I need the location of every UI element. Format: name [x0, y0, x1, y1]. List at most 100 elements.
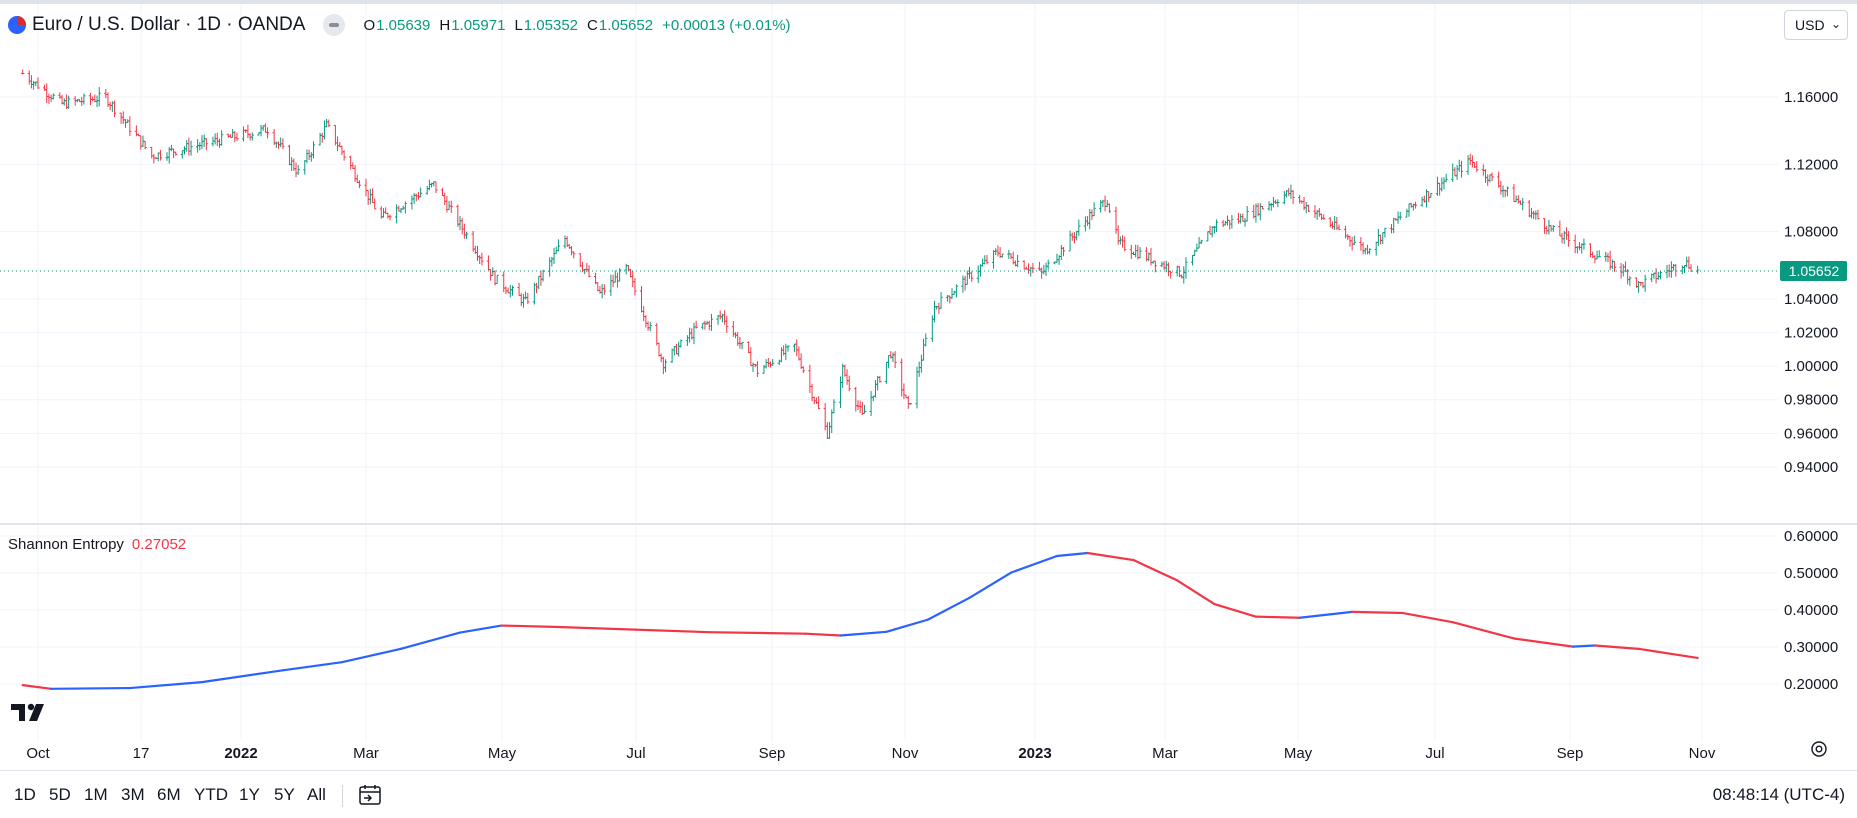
entropy-segment: [1055, 551, 1089, 558]
entropy-segment: [128, 681, 204, 690]
entropy-tick-label: 0.50000: [1784, 565, 1838, 582]
entropy-segment: [1086, 551, 1135, 562]
entropy-segment: [500, 624, 560, 629]
entropy-line: [21, 551, 1699, 690]
time-tick-label: Jul: [1425, 745, 1444, 762]
price-tick-label: 1.02000: [1784, 324, 1838, 341]
entropy-segment: [1351, 610, 1404, 615]
range-6m-button[interactable]: 6M: [157, 785, 181, 804]
symbol-title[interactable]: Euro / U.S. Dollar · 1D · OANDA: [32, 14, 306, 35]
close-label: C: [587, 16, 598, 34]
time-tick-label: 2022: [224, 745, 257, 762]
entropy-segment: [1132, 558, 1179, 582]
entropy-segment: [557, 625, 637, 631]
symbol-legend: Euro / U.S. Dollar · 1D · OANDA O 1.05639…: [8, 12, 800, 38]
chevron-down-icon: ⌄: [1830, 17, 1841, 31]
entropy-segment: [1571, 644, 1596, 648]
settings-icon[interactable]: [1810, 740, 1828, 758]
time-tick-label: 2023: [1018, 745, 1051, 762]
date-range-icon[interactable]: [358, 783, 382, 807]
last-price-tag: 1.05652: [1780, 261, 1847, 282]
entropy-tick-label: 0.60000: [1784, 528, 1838, 545]
close-value: 1.05652: [598, 16, 654, 34]
entropy-segment: [633, 628, 711, 634]
entropy-segment: [1512, 637, 1575, 648]
range-1y-button[interactable]: 1Y: [239, 785, 260, 804]
currency-label: USD: [1795, 17, 1825, 33]
grid: [0, 4, 1778, 740]
entropy-segment: [708, 631, 807, 635]
time-tick-label: 17: [133, 745, 150, 762]
top-border: [0, 0, 1857, 4]
chart-canvas[interactable]: 1.16000 1.12000 1.08000 1.04000 1.02000 1.000…: [0, 0, 1857, 770]
time-tick-label: Oct: [26, 745, 50, 762]
entropy-segment: [1401, 611, 1454, 624]
open-label: O: [363, 16, 376, 34]
price-tick-label: 0.96000: [1784, 425, 1838, 442]
time-tick-label: Sep: [1557, 745, 1584, 762]
entropy-segment: [458, 624, 503, 634]
entropy-segment: [804, 632, 842, 637]
range-1d-button[interactable]: 1D: [14, 785, 36, 804]
price-axis[interactable]: 1.16000 1.12000 1.08000 1.04000 1.02000 1.000…: [1784, 89, 1838, 693]
entropy-segment: [340, 647, 403, 664]
entropy-segment: [968, 571, 1013, 599]
high-label: H: [439, 16, 451, 34]
entropy-segment: [1009, 554, 1059, 574]
entropy-segment: [281, 661, 344, 672]
entropy-segment: [885, 618, 930, 633]
price-tick-label: 1.16000: [1784, 89, 1838, 106]
time-tick-label: May: [1284, 745, 1313, 762]
indicator-value: 0.27052: [131, 536, 187, 553]
candles: [21, 69, 1700, 440]
entropy-tick-label: 0.40000: [1784, 602, 1838, 619]
entropy-segment: [1298, 610, 1354, 619]
time-tick-label: Nov: [1689, 745, 1716, 762]
entropy-segment: [399, 631, 462, 650]
clock-timezone[interactable]: 08:48:14 (UTC-4): [1712, 785, 1845, 804]
entropy-tick-label: 0.20000: [1784, 676, 1838, 693]
range-5d-button[interactable]: 5D: [49, 785, 71, 804]
entropy-segment: [839, 630, 888, 637]
entropy-segment: [1637, 647, 1699, 660]
entropy-segment: [926, 596, 971, 621]
eur-usd-flag-icon: [8, 16, 26, 34]
time-tick-label: Nov: [892, 745, 919, 762]
range-all-button[interactable]: All: [307, 785, 326, 804]
price-tick-label: 0.94000: [1784, 459, 1838, 476]
toolbar-divider: [342, 785, 343, 807]
change-value: +0.00013 (+0.01%): [662, 16, 791, 34]
range-5y-button[interactable]: 5Y: [274, 785, 295, 804]
svg-text:1.05652: 1.05652: [1789, 263, 1840, 279]
indicator-legend[interactable]: Shannon Entropy 0.27052: [8, 536, 186, 553]
entropy-segment: [1451, 621, 1516, 640]
price-tick-label: 0.98000: [1784, 392, 1838, 409]
entropy-segment: [21, 684, 53, 690]
range-ytd-button[interactable]: YTD: [194, 785, 228, 804]
bottom-toolbar: 1D 5D 1M 3M 6M YTD 1Y 5Y All 08:48:14 (U…: [0, 770, 1857, 818]
range-3m-button[interactable]: 3M: [121, 785, 145, 804]
low-value: 1.05352: [523, 16, 579, 34]
time-tick-label: May: [488, 745, 517, 762]
tradingview-logo[interactable]: [10, 700, 52, 724]
entropy-segment: [1593, 644, 1640, 650]
entropy-segment: [200, 669, 284, 684]
price-tick-label: 1.00000: [1784, 358, 1838, 375]
price-tick-label: 1.04000: [1784, 291, 1838, 308]
entropy-tick-label: 0.30000: [1784, 639, 1838, 656]
entropy-segment: [1176, 579, 1216, 606]
entropy-segment: [50, 686, 131, 690]
time-tick-label: Mar: [1152, 745, 1178, 762]
entropy-segment: [1254, 615, 1301, 619]
time-tick-label: Sep: [759, 745, 786, 762]
high-value: 1.05971: [451, 16, 506, 34]
time-tick-label: Jul: [626, 745, 645, 762]
price-tick-label: 1.08000: [1784, 224, 1838, 241]
hide-legend-icon[interactable]: [323, 14, 346, 36]
range-1m-button[interactable]: 1M: [84, 785, 108, 804]
indicator-name: Shannon Entropy: [8, 536, 124, 553]
time-tick-label: Mar: [353, 745, 379, 762]
entropy-segment: [1213, 602, 1258, 618]
currency-select[interactable]: USD ⌄: [1784, 10, 1848, 40]
time-axis[interactable]: Oct 17 2022 Mar May Jul Sep Nov 2023 Mar May Jul Sep…: [26, 745, 1716, 762]
